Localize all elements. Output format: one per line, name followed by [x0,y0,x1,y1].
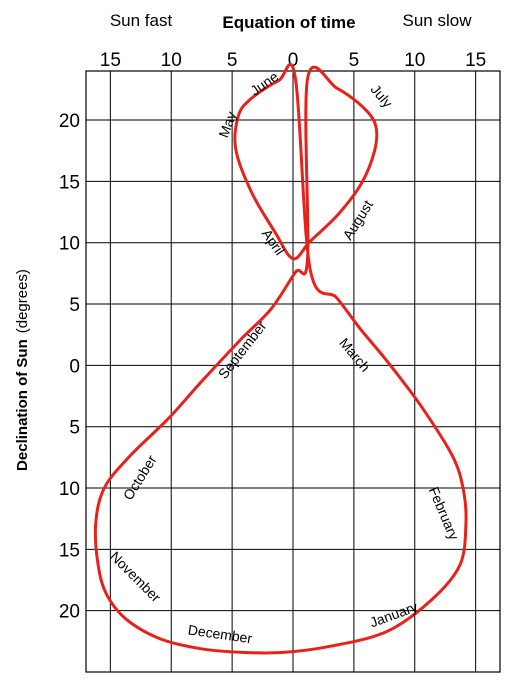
y-axis-label: Declination of Sun (degrees) [14,269,31,471]
x-tick-label: 5 [227,50,238,71]
month-label: September [215,318,270,382]
y-tick-label: 10 [59,234,80,255]
x-tick-label: 10 [404,50,425,71]
month-label: January [368,598,420,630]
y-tick-label: 15 [59,172,80,193]
x-tick-label: 15 [465,50,486,71]
grid [86,71,500,672]
y-tick-label: 20 [59,111,80,132]
y-axis-label-unit: (degrees) [14,269,31,333]
x-tick-labels: 15 10 5 0 5 10 15 [100,50,486,71]
month-label: June [247,68,281,99]
analemma-curve [93,62,468,655]
y-tick-label: 0 [69,356,80,377]
x-tick-label: 0 [288,50,299,71]
y-tick-labels: 20 15 10 5 0 5 10 15 20 [59,111,80,623]
month-label: April [259,226,288,258]
y-tick-label: 15 [59,540,80,561]
y-tick-label: 5 [69,295,80,316]
month-label: August [339,197,376,243]
y-axis-label-main: Declination of Sun [14,339,31,471]
month-label: November [107,548,164,605]
y-tick-label: 5 [69,418,80,439]
y-tick-label: 20 [59,602,80,623]
chart-title: Equation of time [222,13,355,32]
y-tick-label: 10 [59,479,80,500]
month-label: July [368,81,396,110]
month-label: February [426,484,463,542]
x-tick-label: 5 [349,50,360,71]
month-label: December [187,621,254,646]
month-label: March [336,335,373,375]
x-tick-label: 10 [161,50,182,71]
sun-slow-label: Sun slow [403,11,473,30]
sun-fast-label: Sun fast [110,11,173,30]
x-tick-label: 15 [100,50,121,71]
